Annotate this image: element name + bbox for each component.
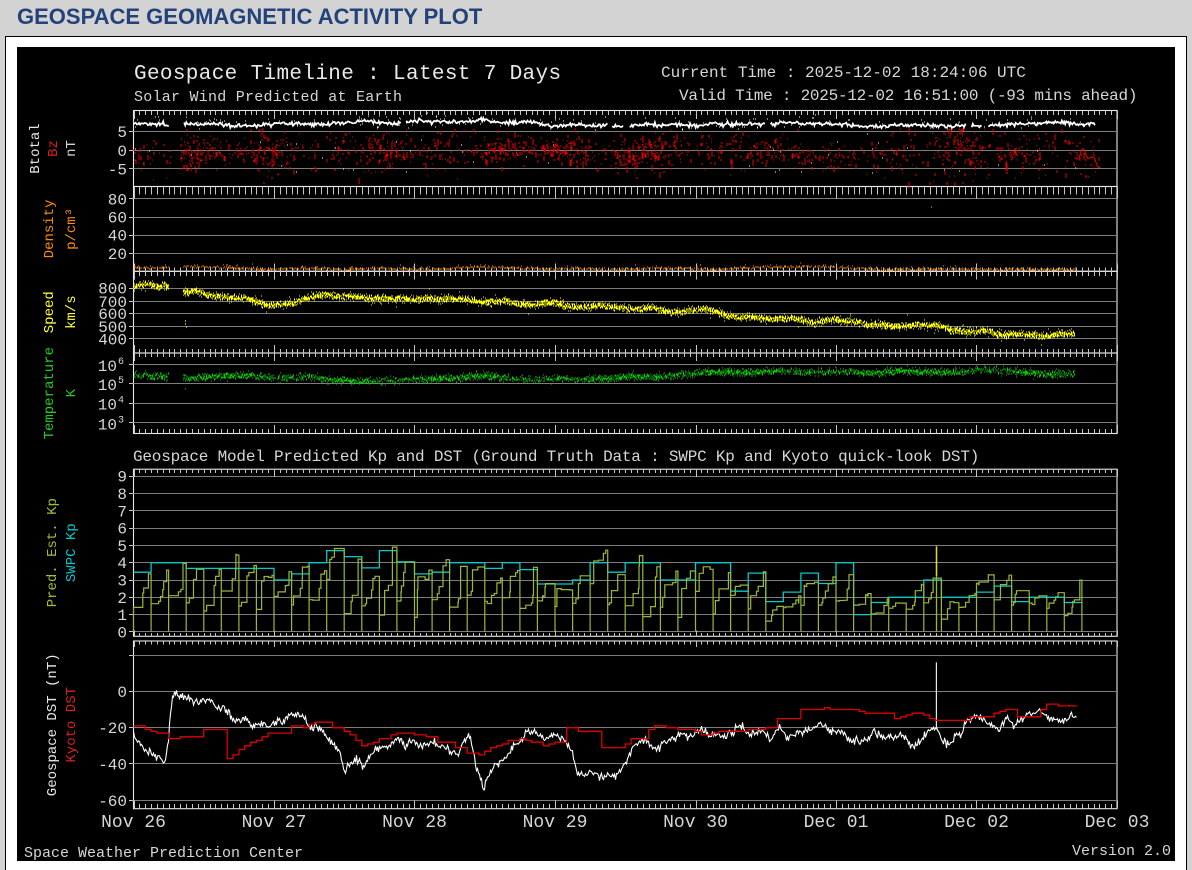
svg-text:400: 400 [98,331,127,349]
svg-text:6: 6 [118,357,124,368]
svg-text:SWPC Kp: SWPC Kp [64,523,80,582]
svg-text:Version 2.0: Version 2.0 [1072,843,1171,860]
svg-text:Btotal: Btotal [28,123,44,173]
svg-text:Dec 03: Dec 03 [1085,813,1150,833]
svg-text:Solar Wind Predicted at Earth: Solar Wind Predicted at Earth [134,89,402,106]
svg-text:Nov 29: Nov 29 [523,813,588,833]
svg-text:Dec 02: Dec 02 [944,813,1009,833]
svg-text:1: 1 [117,607,127,625]
svg-text:600: 600 [98,306,127,324]
svg-text:-20: -20 [98,720,127,738]
svg-text:Valid Time : 2025-12-02 16:51:: Valid Time : 2025-12-02 16:51:00 (-93 mi… [679,87,1137,105]
svg-text:Geospace Model Predicted Kp an: Geospace Model Predicted Kp and DST (Gro… [133,448,979,466]
svg-text:Current Time : 2025-12-02 18:2: Current Time : 2025-12-02 18:24:06 UTC [661,64,1026,82]
svg-text:10: 10 [98,377,117,395]
svg-text:10: 10 [98,358,117,376]
svg-text:Nov 28: Nov 28 [382,813,447,833]
svg-text:Dec 01: Dec 01 [804,813,869,833]
svg-text:Kyoto DST: Kyoto DST [64,687,80,763]
svg-text:5: 5 [117,124,127,142]
svg-text:800: 800 [98,281,127,299]
svg-text:3: 3 [118,415,124,426]
svg-text:Geospace Timeline : Latest 7 D: Geospace Timeline : Latest 7 Days [134,63,561,86]
svg-text:Bz: Bz [46,140,62,157]
svg-text:0: 0 [117,624,127,642]
svg-text:nT: nT [64,140,80,157]
svg-text:8: 8 [117,486,127,504]
svg-text:4: 4 [118,396,124,407]
svg-text:Temperature: Temperature [42,347,58,439]
svg-text:10: 10 [98,416,117,434]
svg-text:-60: -60 [98,793,127,811]
svg-text:p/cm³: p/cm³ [64,208,80,250]
svg-text:0: 0 [117,684,127,702]
svg-text:K: K [64,388,80,397]
svg-text:60: 60 [108,210,127,228]
svg-text:Geospace DST (nT): Geospace DST (nT) [45,653,61,796]
svg-text:Space Weather Prediction Cente: Space Weather Prediction Center [24,845,303,861]
svg-text:700: 700 [98,294,127,312]
svg-text:Nov 30: Nov 30 [663,813,728,833]
svg-text:7: 7 [117,503,127,521]
svg-text:Nov 26: Nov 26 [101,813,166,833]
svg-text:km/s: km/s [64,295,80,329]
svg-text:0: 0 [117,143,127,161]
svg-text:-5: -5 [108,161,127,179]
svg-text:Speed: Speed [42,291,58,333]
svg-text:5: 5 [117,538,127,556]
svg-text:6: 6 [117,521,127,539]
svg-text:Nov 27: Nov 27 [242,813,307,833]
svg-text:Pred. Est. Kp: Pred. Est. Kp [45,498,61,607]
svg-text:80: 80 [108,191,127,209]
svg-text:2: 2 [117,590,127,608]
svg-text:-40: -40 [98,756,127,774]
svg-text:40: 40 [108,228,127,246]
svg-text:20: 20 [108,246,127,264]
svg-text:Density: Density [42,199,58,258]
svg-text:3: 3 [117,573,127,591]
svg-text:500: 500 [98,319,127,337]
svg-text:10: 10 [98,397,117,415]
svg-text:4: 4 [117,555,127,573]
svg-text:9: 9 [117,469,127,487]
svg-text:5: 5 [118,376,124,387]
